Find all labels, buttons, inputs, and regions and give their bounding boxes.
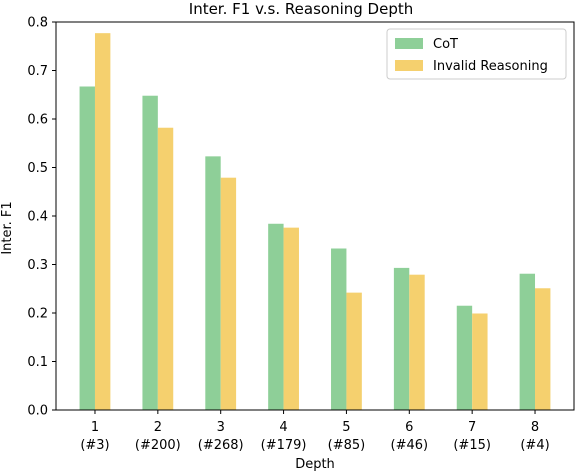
y-tick-label: 0.7 [27, 64, 48, 79]
cot-bar-depth-6 [393, 267, 410, 410]
x-tick-label-depth: 6 [405, 420, 413, 435]
x-tick-label-depth: 5 [342, 420, 350, 435]
invalid-reasoning-bar-depth-4 [283, 227, 299, 410]
x-tick-label-count: (#46) [391, 438, 429, 453]
x-tick-label-depth: 4 [279, 420, 287, 435]
plot-area [55, 21, 575, 411]
chart-title: Inter. F1 v.s. Reasoning Depth [189, 0, 413, 18]
cot-bar-depth-2 [142, 95, 158, 410]
plot-frame [55, 21, 575, 411]
x-tick-label-count: (#200) [135, 438, 181, 453]
x-tick-label-depth: 2 [154, 420, 162, 435]
y-tick-label: 0.3 [27, 258, 48, 273]
cot-bar-depth-7 [456, 305, 473, 410]
x-tick-label-count: (#179) [261, 438, 307, 453]
x-tick-label-depth: 3 [217, 420, 225, 435]
y-tick-label: 0.4 [27, 210, 48, 225]
x-tick-label-count: (#85) [328, 438, 366, 453]
x-tick-label-count: (#3) [80, 438, 109, 453]
x-tick-label-depth: 8 [531, 420, 539, 435]
y-tick-label: 0.0 [27, 404, 48, 419]
y-tick-label: 0.1 [27, 355, 48, 370]
x-tick-label-count: (#15) [453, 438, 491, 453]
cot-bar-depth-4 [268, 223, 284, 410]
invalid-reasoning-bar-depth-2 [157, 127, 174, 410]
x-tick-label-depth: 7 [468, 420, 476, 435]
x-tick-label-depth: 1 [91, 420, 99, 435]
x-axis: 1 (#3) 2 (#200) 3 (#268) 4 (#179) 5 (#85) 6 (#46) 7 (… [80, 410, 550, 453]
y-axis: 0.0 0.1 0.2 0.3 0.4 0.5 0.6 0.7 0.8 [27, 16, 56, 419]
cot-bar-depth-1 [79, 86, 95, 410]
invalid-reasoning-bar-depth-8 [535, 288, 551, 410]
y-tick-label: 0.8 [27, 16, 48, 31]
legend: CoT Invalid Reasoning [386, 28, 567, 80]
legend-swatch [395, 60, 423, 71]
y-tick-label: 0.2 [27, 307, 48, 322]
invalid-reasoning-bar-depth-1 [94, 33, 111, 410]
cot-bar-depth-5 [331, 248, 347, 410]
x-tick-label-count: (#268) [198, 438, 244, 453]
x-tick-label-count: (#4) [520, 438, 549, 453]
legend-label: Invalid Reasoning [433, 59, 548, 74]
legend-label: CoT [433, 37, 458, 52]
cot-bar-depth-3 [205, 156, 221, 410]
invalid-reasoning-bar-depth-3 [220, 177, 237, 410]
legend-box [386, 28, 567, 80]
x-axis-label: Depth [295, 457, 335, 472]
invalid-reasoning-bar-depth-7 [472, 313, 488, 410]
y-tick-label: 0.6 [27, 113, 48, 128]
cot-bar-depth-8 [519, 273, 536, 410]
y-tick-label: 0.5 [27, 161, 48, 176]
y-axis-label: Inter. F1 [0, 201, 15, 254]
invalid-reasoning-bar-depth-5 [346, 292, 362, 410]
legend-swatch [395, 38, 423, 49]
invalid-reasoning-bar-depth-6 [409, 274, 425, 410]
